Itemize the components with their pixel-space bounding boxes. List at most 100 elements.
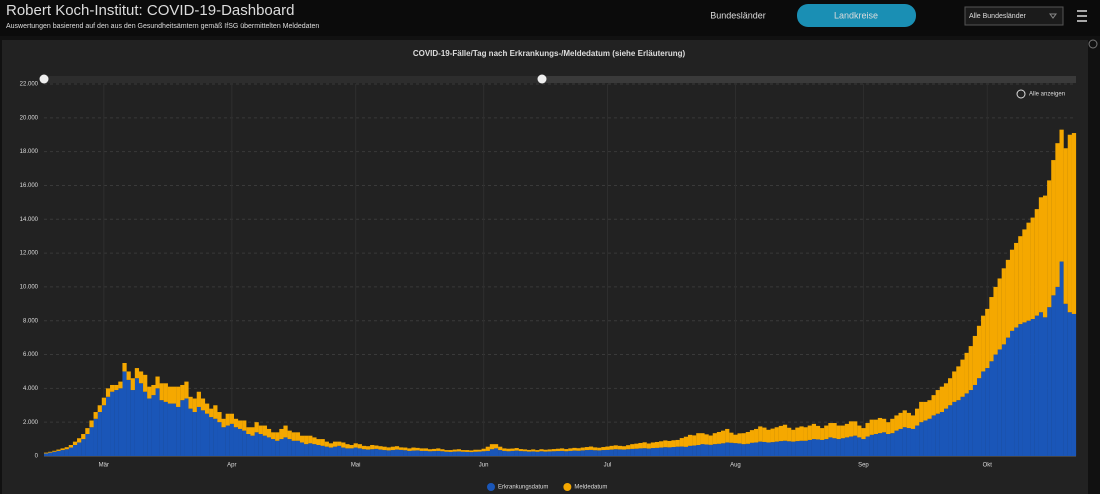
bar-segment — [52, 450, 57, 452]
bar-segment — [915, 425, 920, 456]
tab[interactable]: Bundesländer — [710, 10, 766, 20]
bar-segment — [225, 413, 230, 426]
bar-segment — [328, 447, 334, 456]
bar-segment — [1067, 312, 1072, 456]
bar-segment — [667, 440, 672, 448]
bar-segment — [741, 444, 746, 456]
bar-segment — [481, 448, 486, 452]
bar-segment — [250, 427, 255, 436]
bar-segment — [304, 444, 309, 456]
bar-segment — [436, 450, 441, 456]
bar-segment — [514, 450, 519, 456]
bar-segment — [97, 412, 102, 456]
bar-segment — [246, 427, 251, 435]
bar-segment — [531, 451, 536, 456]
bar-segment — [948, 405, 953, 456]
bar-segment — [910, 428, 916, 456]
bar-segment — [192, 398, 197, 413]
menu-icon[interactable] — [1077, 10, 1087, 22]
bar-segment — [176, 406, 181, 456]
bar-segment — [48, 452, 53, 456]
bar-segment — [394, 449, 400, 456]
bar-segment — [291, 440, 296, 456]
bar-segment — [890, 433, 895, 456]
dropdown[interactable] — [964, 6, 1064, 26]
bar-segment — [101, 405, 107, 456]
scroll-handle[interactable] — [537, 74, 547, 84]
scroll-handle[interactable] — [39, 74, 49, 84]
zoom-icon[interactable] — [1016, 89, 1026, 99]
bar-segment — [881, 418, 887, 433]
plot: 0 2.000 4.000 6.000 8.000 10.000 12.000 14.000 1… — [20, 82, 1077, 491]
bar-segment — [159, 383, 164, 401]
bar-segment — [803, 440, 808, 456]
bar-segment — [308, 435, 313, 444]
bar-segment — [1022, 322, 1027, 456]
tab-active-bg[interactable] — [797, 4, 916, 27]
bar-segment — [118, 381, 123, 389]
bar-segment — [411, 447, 416, 451]
bar-segment — [725, 442, 730, 456]
bar-segment — [981, 315, 986, 372]
bar-segment — [200, 398, 206, 411]
bar-segment — [902, 427, 907, 456]
bar-segment — [964, 352, 969, 394]
x-tick-label: Jun — [479, 463, 489, 469]
bar-segment — [85, 434, 90, 456]
dropdown-label[interactable]: Alle Bundesländer — [969, 13, 1026, 20]
zoom-reset[interactable]: Alle anzeigen — [1029, 92, 1065, 98]
bar-segment — [935, 413, 940, 456]
bar-segment — [766, 442, 771, 456]
scrollbar-track — [44, 76, 1076, 83]
bar-segment — [159, 400, 164, 456]
bar-segment — [943, 383, 949, 409]
bar-segment — [204, 413, 210, 456]
bar-segment — [200, 410, 206, 456]
bar-segment — [44, 453, 49, 456]
tab[interactable]: Landkreise — [834, 10, 878, 20]
bar-segment — [1022, 229, 1027, 323]
bar-segment — [906, 412, 911, 429]
bar-segment — [332, 446, 338, 456]
bar-segment — [225, 425, 230, 456]
bar-segment — [233, 427, 239, 456]
bar-segment — [716, 443, 722, 456]
bar-segment — [1018, 324, 1023, 456]
bar-segment — [824, 425, 829, 440]
bar-segment — [782, 424, 788, 441]
bar-segment — [687, 445, 693, 456]
bar-segment — [324, 441, 329, 447]
bar-segment — [989, 297, 994, 362]
bar-segment — [605, 449, 610, 456]
bar-segment — [345, 444, 350, 449]
bar-segment — [163, 401, 168, 456]
bar-segment — [68, 447, 73, 456]
bar-segment — [56, 449, 61, 451]
bar-segment — [52, 451, 57, 456]
bar-segment — [601, 447, 606, 451]
bar-segment — [271, 432, 276, 440]
panel-icon[interactable] — [1088, 39, 1098, 49]
bar-segment — [601, 450, 606, 456]
bar-segment — [514, 448, 519, 451]
bar-segment — [853, 421, 858, 436]
bar-segment — [766, 429, 771, 443]
x-tick-label: Apr — [227, 463, 236, 469]
bar-segment — [518, 449, 523, 452]
bar-segment — [448, 450, 453, 452]
y-tick-label: 18.000 — [20, 149, 39, 155]
bar-segment — [910, 415, 916, 429]
scrollbar-thumb[interactable] — [44, 76, 542, 83]
bar-segment — [1063, 303, 1068, 456]
bar-segment — [403, 447, 408, 451]
bar-segment — [733, 443, 738, 456]
bar-segment — [427, 449, 433, 452]
bar-segment — [221, 418, 226, 428]
bar-segment — [807, 439, 812, 456]
y-tick-label: 22.000 — [20, 82, 39, 88]
bar-segment — [617, 449, 623, 456]
bar-segment — [749, 442, 755, 456]
bar-segment — [609, 445, 614, 450]
bar-segment — [465, 450, 470, 452]
bar-segment — [155, 376, 160, 389]
